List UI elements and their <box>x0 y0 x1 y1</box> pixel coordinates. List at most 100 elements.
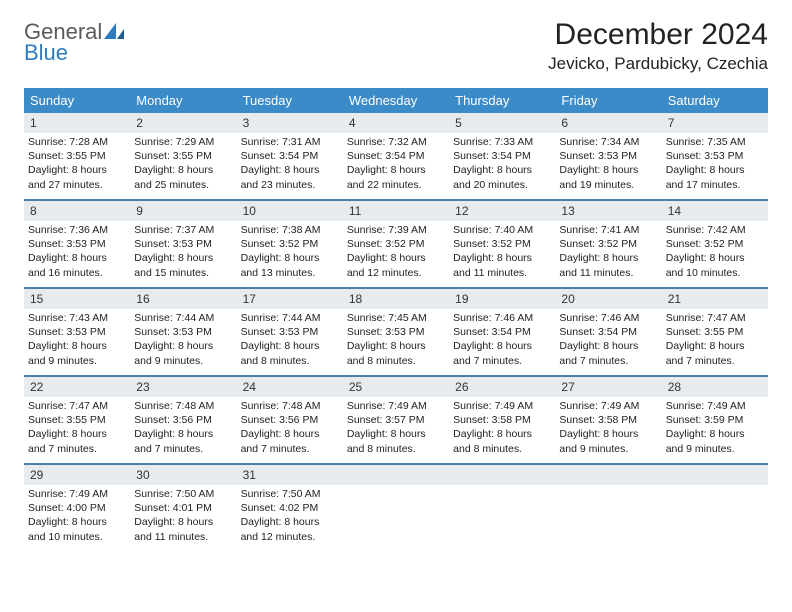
sunrise-text: Sunrise: 7:37 AM <box>134 223 232 237</box>
sunrise-text: Sunrise: 7:41 AM <box>559 223 657 237</box>
daylight-text: Daylight: 8 hours <box>134 339 232 353</box>
daylight-text: Daylight: 8 hours <box>347 427 445 441</box>
day-number-bar: 26 <box>449 377 555 397</box>
day-number-bar: 6 <box>555 113 661 133</box>
sunrise-text: Sunrise: 7:47 AM <box>28 399 126 413</box>
sunrise-text: Sunrise: 7:39 AM <box>347 223 445 237</box>
sunset-text: Sunset: 3:52 PM <box>347 237 445 251</box>
sunset-text: Sunset: 3:53 PM <box>241 325 339 339</box>
sunset-text: Sunset: 3:54 PM <box>453 149 551 163</box>
day-cell: 31Sunrise: 7:50 AMSunset: 4:02 PMDayligh… <box>237 465 343 551</box>
day-number-bar: 18 <box>343 289 449 309</box>
weeks-container: 1Sunrise: 7:28 AMSunset: 3:55 PMDaylight… <box>24 113 768 551</box>
day-cell: 22Sunrise: 7:47 AMSunset: 3:55 PMDayligh… <box>24 377 130 463</box>
logo-word-blue: Blue <box>24 43 124 64</box>
day-number: 26 <box>455 380 549 394</box>
sunrise-text: Sunrise: 7:34 AM <box>559 135 657 149</box>
day-cell: 6Sunrise: 7:34 AMSunset: 3:53 PMDaylight… <box>555 113 661 199</box>
day-cell: 11 Sunrise: 7:39 AMSunset: 3:52 PMDayligh… <box>343 201 449 287</box>
sunset-text: Sunset: 3:54 PM <box>559 325 657 339</box>
sunrise-text: Sunrise: 7:46 AM <box>559 311 657 325</box>
day-number-bar: 31 <box>237 465 343 485</box>
daylight-text: Daylight: 8 hours <box>347 251 445 265</box>
day-cell: . <box>449 465 555 551</box>
day-cell: 15Sunrise: 7:43 AMSunset: 3:53 PMDayligh… <box>24 289 130 375</box>
day-number: 28 <box>668 380 762 394</box>
daylight-text: Daylight: 8 hours <box>241 163 339 177</box>
sunrise-text: Sunrise: 7:50 AM <box>134 487 232 501</box>
day-number: 8 <box>30 204 124 218</box>
sunset-text: Sunset: 3:54 PM <box>241 149 339 163</box>
daylight-text: and 12 minutes. <box>241 530 339 544</box>
sunrise-text: Sunrise: 7:48 AM <box>241 399 339 413</box>
day-cell: 21Sunrise: 7:47 AMSunset: 3:55 PMDayligh… <box>662 289 768 375</box>
day-cell: . <box>662 465 768 551</box>
logo-text-block: General Blue <box>24 22 124 64</box>
sunset-text: Sunset: 3:56 PM <box>241 413 339 427</box>
daylight-text: and 8 minutes. <box>241 354 339 368</box>
daylight-text: and 8 minutes. <box>347 354 445 368</box>
week-row: 8Sunrise: 7:36 AMSunset: 3:53 PMDaylight… <box>24 201 768 289</box>
day-cell: 16Sunrise: 7:44 AMSunset: 3:53 PMDayligh… <box>130 289 236 375</box>
sunset-text: Sunset: 3:54 PM <box>453 325 551 339</box>
day-number: 22 <box>30 380 124 394</box>
day-cell: 24Sunrise: 7:48 AMSunset: 3:56 PMDayligh… <box>237 377 343 463</box>
day-number: 4 <box>349 116 443 130</box>
sunrise-text: Sunrise: 7:38 AM <box>241 223 339 237</box>
daylight-text: Daylight: 8 hours <box>666 339 764 353</box>
day-cell: 5Sunrise: 7:33 AMSunset: 3:54 PMDaylight… <box>449 113 555 199</box>
day-cell: 12Sunrise: 7:40 AMSunset: 3:52 PMDayligh… <box>449 201 555 287</box>
weekday-header: Wednesday <box>343 88 449 113</box>
daylight-text: Daylight: 8 hours <box>559 339 657 353</box>
sunset-text: Sunset: 3:55 PM <box>134 149 232 163</box>
sunset-text: Sunset: 4:02 PM <box>241 501 339 515</box>
day-number-bar: 20 <box>555 289 661 309</box>
sunrise-text: Sunrise: 7:40 AM <box>453 223 551 237</box>
daylight-text: and 15 minutes. <box>134 266 232 280</box>
sunset-text: Sunset: 3:54 PM <box>347 149 445 163</box>
daylight-text: and 7 minutes. <box>559 354 657 368</box>
location: Jevicko, Pardubicky, Czechia <box>548 54 768 74</box>
day-number: 14 <box>668 204 762 218</box>
daylight-text: Daylight: 8 hours <box>453 427 551 441</box>
day-number-bar: . <box>662 465 768 485</box>
sunrise-text: Sunrise: 7:49 AM <box>453 399 551 413</box>
sunset-text: Sunset: 4:01 PM <box>134 501 232 515</box>
daylight-text: and 13 minutes. <box>241 266 339 280</box>
day-number-bar: 11 <box>343 201 449 221</box>
day-number-bar: 9 <box>130 201 236 221</box>
day-cell: 26Sunrise: 7:49 AMSunset: 3:58 PMDayligh… <box>449 377 555 463</box>
day-number-bar: 7 <box>662 113 768 133</box>
day-number: 30 <box>136 468 230 482</box>
day-number: 18 <box>349 292 443 306</box>
calendar: Sunday Monday Tuesday Wednesday Thursday… <box>24 88 768 551</box>
day-cell: 2Sunrise: 7:29 AMSunset: 3:55 PMDaylight… <box>130 113 236 199</box>
daylight-text: Daylight: 8 hours <box>666 163 764 177</box>
daylight-text: and 25 minutes. <box>134 178 232 192</box>
daylight-text: Daylight: 8 hours <box>28 515 126 529</box>
day-cell: 18Sunrise: 7:45 AMSunset: 3:53 PMDayligh… <box>343 289 449 375</box>
sunrise-text: Sunrise: 7:44 AM <box>241 311 339 325</box>
daylight-text: and 12 minutes. <box>347 266 445 280</box>
day-number-bar: 22 <box>24 377 130 397</box>
sunrise-text: Sunrise: 7:29 AM <box>134 135 232 149</box>
day-number: 19 <box>455 292 549 306</box>
day-cell: 29Sunrise: 7:49 AMSunset: 4:00 PMDayligh… <box>24 465 130 551</box>
daylight-text: and 7 minutes. <box>453 354 551 368</box>
daylight-text: and 20 minutes. <box>453 178 551 192</box>
sunset-text: Sunset: 3:56 PM <box>134 413 232 427</box>
daylight-text: and 27 minutes. <box>28 178 126 192</box>
day-cell: 28Sunrise: 7:49 AMSunset: 3:59 PMDayligh… <box>662 377 768 463</box>
day-number-bar: . <box>449 465 555 485</box>
daylight-text: and 11 minutes. <box>559 266 657 280</box>
day-number-bar: 13 <box>555 201 661 221</box>
daylight-text: Daylight: 8 hours <box>241 427 339 441</box>
daylight-text: and 16 minutes. <box>28 266 126 280</box>
day-number-bar: 15 <box>24 289 130 309</box>
day-number-bar: 27 <box>555 377 661 397</box>
sunset-text: Sunset: 3:53 PM <box>134 237 232 251</box>
daylight-text: Daylight: 8 hours <box>134 251 232 265</box>
sunrise-text: Sunrise: 7:31 AM <box>241 135 339 149</box>
daylight-text: Daylight: 8 hours <box>347 339 445 353</box>
day-cell: 9 Sunrise: 7:37 AMSunset: 3:53 PMDaylight… <box>130 201 236 287</box>
